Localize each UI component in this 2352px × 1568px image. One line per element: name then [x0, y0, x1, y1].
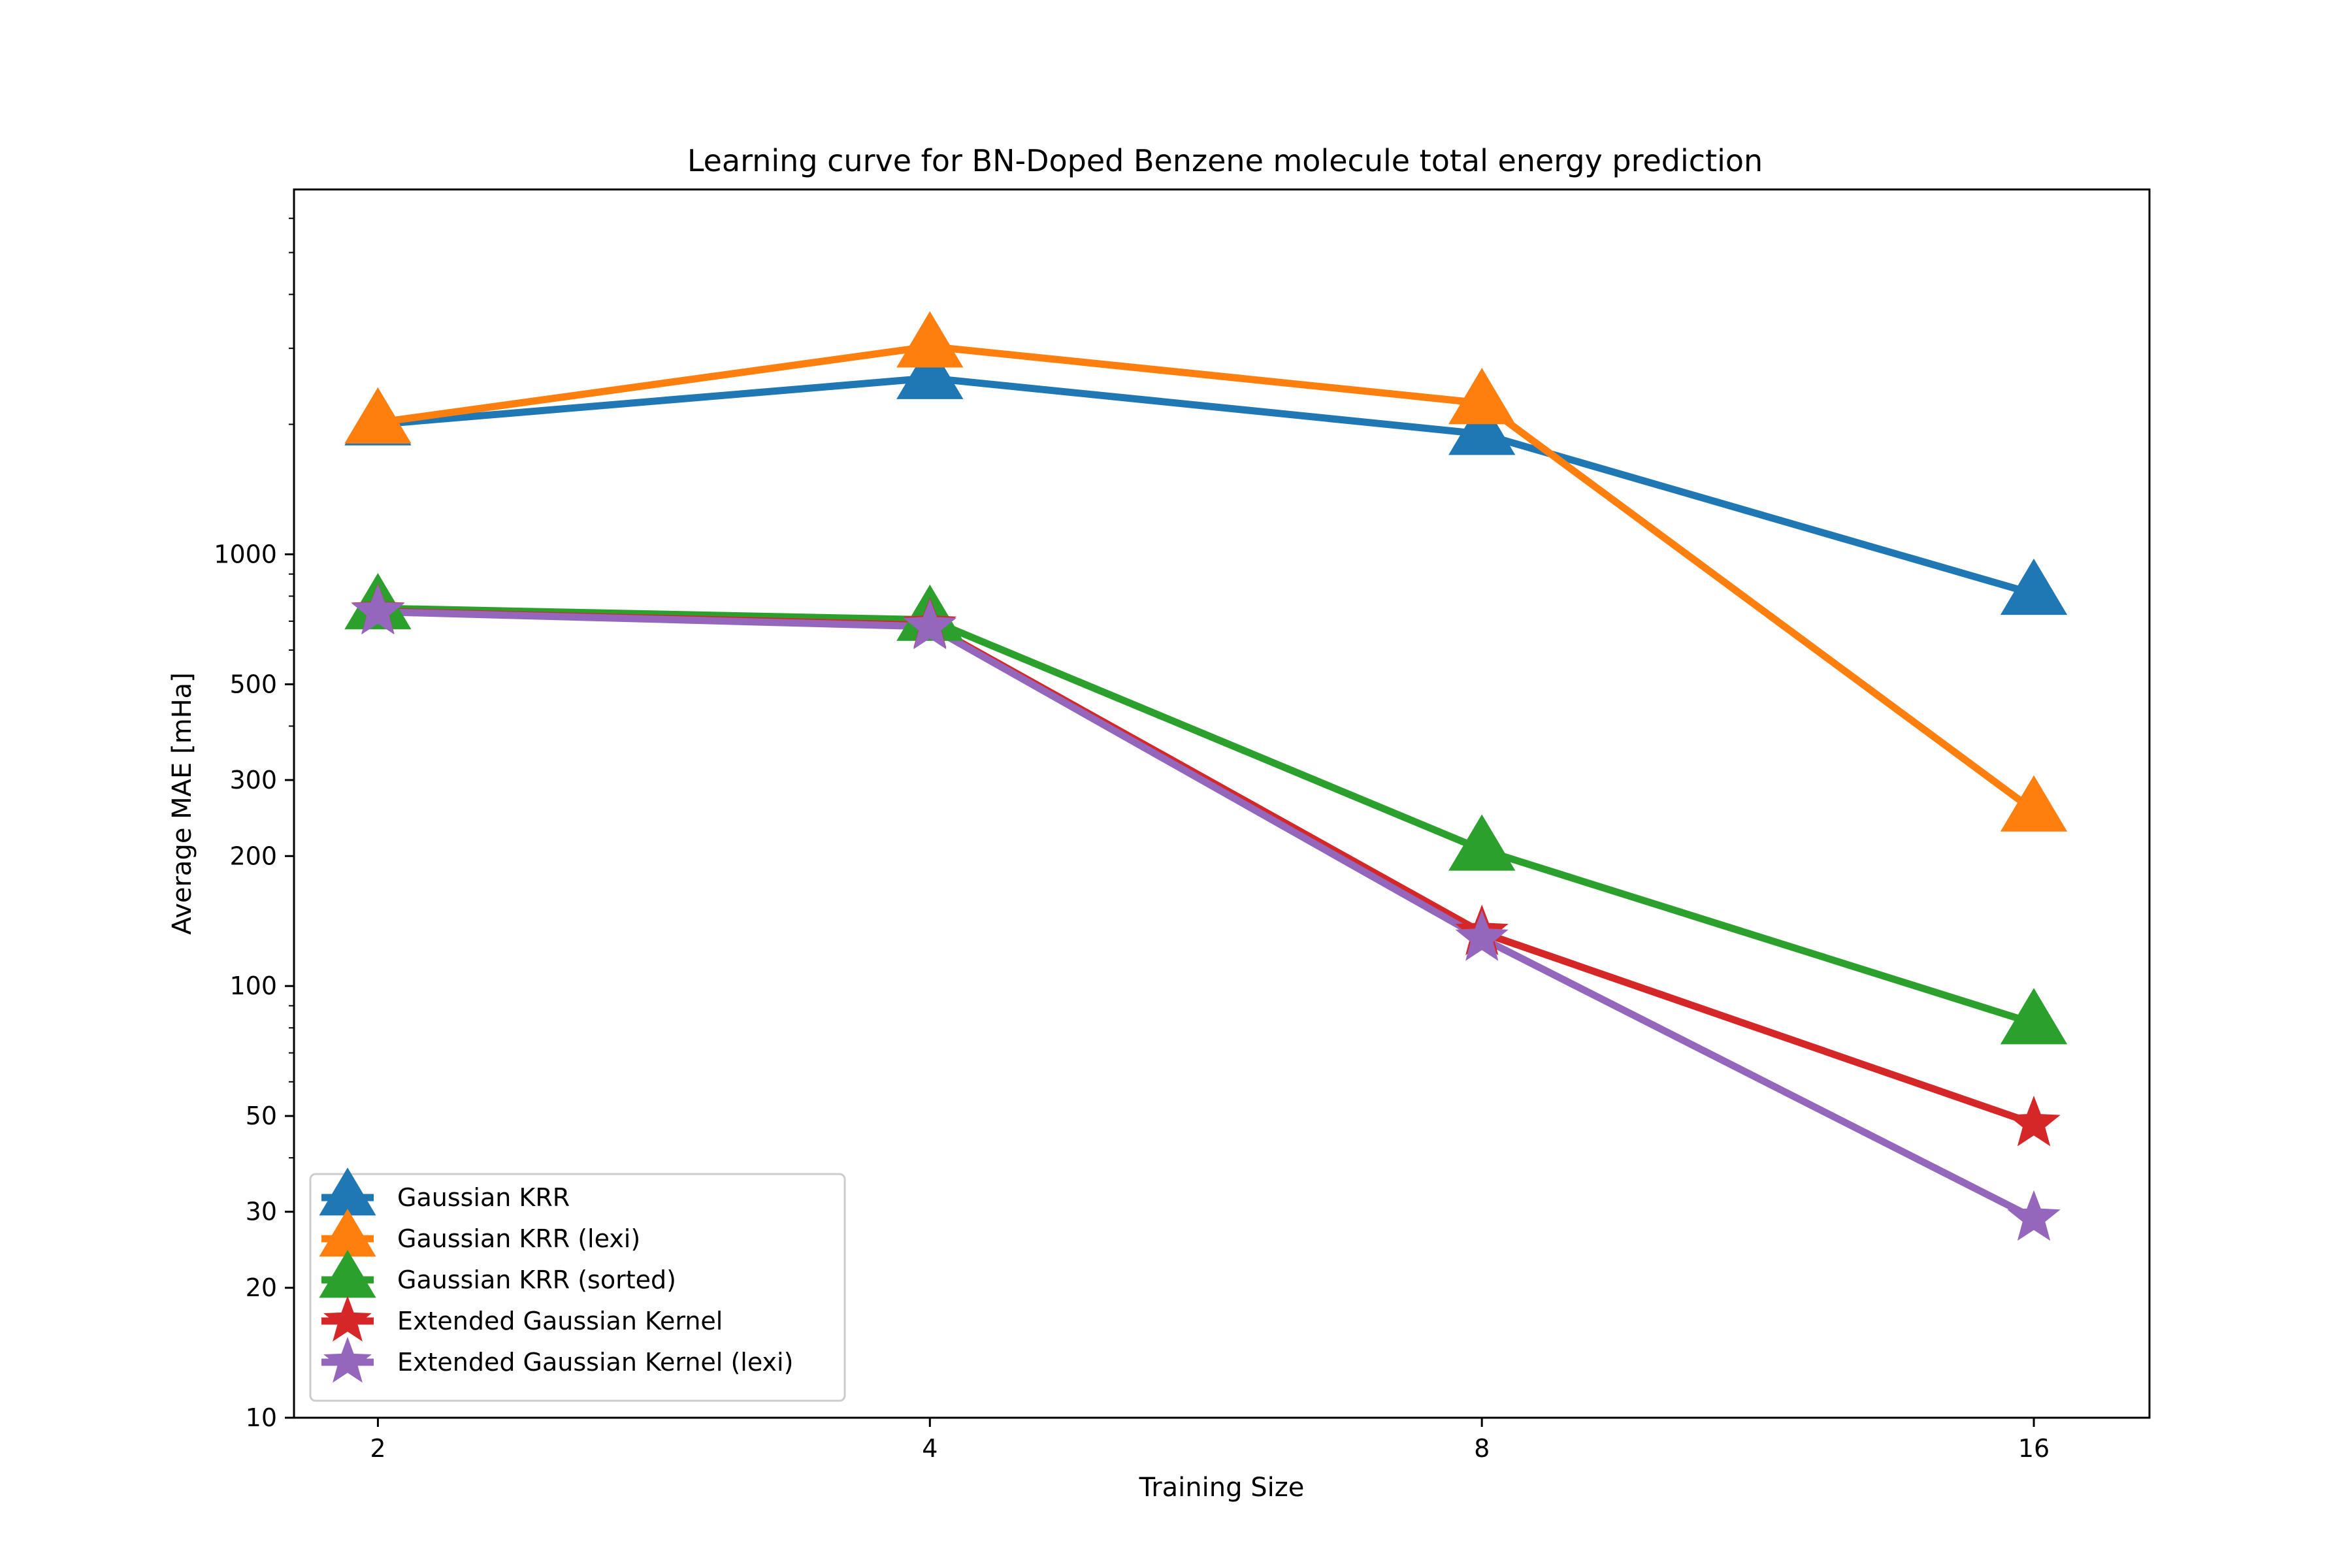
x-axis: 2 4 8 16	[370, 1418, 2050, 1463]
y-tick-label: 30	[246, 1198, 277, 1226]
y-tick-label: 300	[229, 766, 277, 794]
star-marker	[2007, 1095, 2061, 1147]
x-tick-label: 8	[1474, 1434, 1490, 1463]
y-tick-label: 200	[229, 841, 277, 870]
y-tick-label: 50	[246, 1102, 277, 1130]
series-line	[374, 374, 2038, 598]
y-axis: 10 20 30 50 100 200 300 500 1000	[214, 218, 294, 1432]
y-tick-label: 10	[246, 1403, 277, 1432]
triangle-marker	[2000, 558, 2068, 615]
triangle-marker	[1448, 814, 1516, 871]
plot-area-frame	[293, 188, 2151, 1419]
legend-star-marker	[323, 1337, 372, 1383]
triangle-marker	[1448, 368, 1516, 425]
y-tick-label: 1000	[214, 540, 277, 568]
series-line	[374, 608, 2039, 1223]
legend: Gaussian KRR Gaussian KRR (lexi) Gaussian …	[309, 1168, 846, 1402]
triangle-marker	[344, 387, 412, 444]
star-marker	[351, 583, 405, 635]
star-marker	[1455, 910, 1509, 961]
legend-box	[309, 1173, 846, 1402]
legend-star-marker	[323, 1296, 372, 1342]
legend-label: Extended Gaussian Kernel (lexi)	[397, 1348, 793, 1377]
star-marker	[903, 598, 956, 649]
triangle-marker	[1448, 399, 1516, 455]
plot-markers	[344, 311, 2068, 1241]
legend-label: Gaussian KRR	[397, 1183, 570, 1212]
series-line	[374, 342, 2039, 816]
star-marker	[2007, 1190, 2061, 1241]
x-tick-label: 2	[370, 1434, 385, 1463]
x-tick-label: 16	[2018, 1434, 2050, 1463]
legend-label: Gaussian KRR (sorted)	[397, 1266, 676, 1294]
series-line	[374, 604, 2038, 1028]
legend-label: Gaussian KRR (lexi)	[397, 1224, 640, 1253]
triangle-marker	[2000, 775, 2068, 832]
x-tick-label: 4	[922, 1434, 938, 1463]
plot-lines	[374, 342, 2039, 1223]
triangle-marker	[896, 342, 964, 399]
chart-title: Learning curve for BN-Doped Benzene mole…	[687, 143, 1763, 178]
y-tick-label: 500	[229, 670, 277, 698]
y-axis-label: Average MAE [mHa]	[167, 672, 197, 935]
x-axis-label: Training Size	[1139, 1473, 1305, 1503]
y-tick-label: 100	[229, 972, 277, 1000]
triangle-marker	[2000, 988, 2068, 1045]
legend-label: Extended Gaussian Kernel	[397, 1307, 723, 1335]
triangle-marker	[896, 311, 964, 368]
y-tick-label: 20	[246, 1273, 277, 1302]
